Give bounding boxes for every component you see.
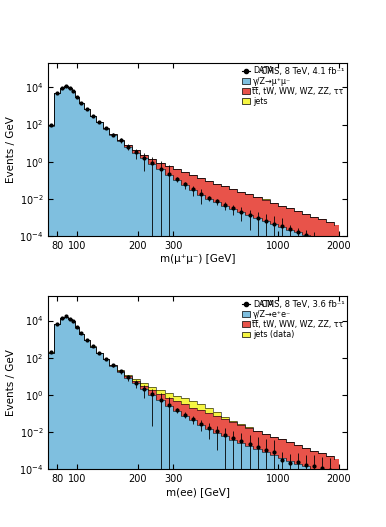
Y-axis label: Events / GeV: Events / GeV [7,116,17,183]
Text: CMS, 8 TeV, 4.1 fb⁻¹: CMS, 8 TeV, 4.1 fb⁻¹ [261,67,344,76]
Y-axis label: Events / GeV: Events / GeV [7,349,17,416]
Legend: DATA, γ/Z→μ⁺μ⁻, t̅t̅, tW, WW, WZ, ZZ, ττ, jets: DATA, γ/Z→μ⁺μ⁻, t̅t̅, tW, WW, WZ, ZZ, ττ… [241,66,345,107]
X-axis label: m(ee) [GeV]: m(ee) [GeV] [166,486,230,496]
X-axis label: m(μ⁺μ⁻) [GeV]: m(μ⁺μ⁻) [GeV] [160,253,235,264]
Text: CMS, 8 TeV, 3.6 fb⁻¹: CMS, 8 TeV, 3.6 fb⁻¹ [261,300,344,309]
Legend: DATA, γ/Z→e⁺e⁻, t̅t̅, tW, WW, WZ, ZZ, ττ, jets (data): DATA, γ/Z→e⁺e⁻, t̅t̅, tW, WW, WZ, ZZ, ττ… [241,299,345,340]
